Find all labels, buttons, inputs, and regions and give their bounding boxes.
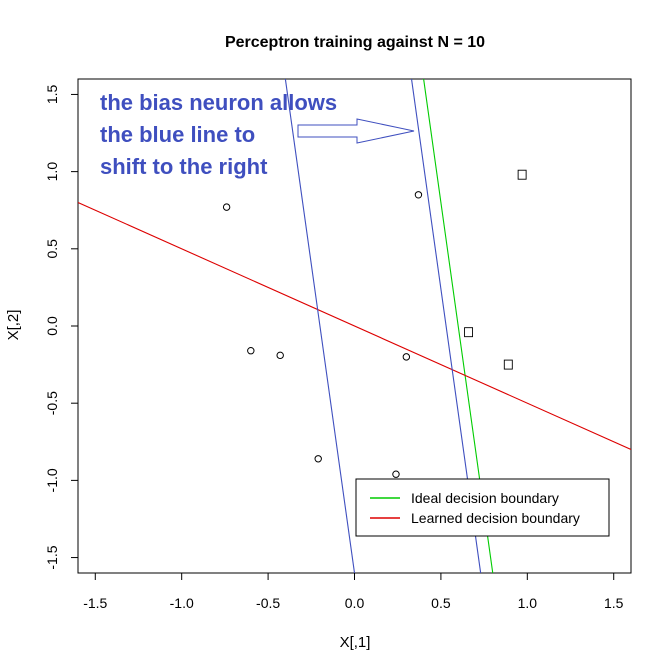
legend-label-ideal: Ideal decision boundary bbox=[411, 490, 559, 506]
blue-line-left bbox=[284, 79, 356, 573]
data-point-circle bbox=[276, 351, 284, 360]
x-tick-label: -1.0 bbox=[170, 595, 194, 611]
legend: Ideal decision boundary Learned decision… bbox=[355, 478, 610, 537]
annotation-line-1: the bias neuron allows bbox=[100, 90, 337, 115]
legend-box bbox=[355, 478, 610, 537]
annotation: the bias neuron allows the blue line to … bbox=[100, 90, 415, 179]
data-point-circle bbox=[247, 347, 255, 355]
x-tick-label: 1.0 bbox=[518, 595, 538, 611]
chart-title: Perceptron training against N = 10 bbox=[225, 34, 485, 51]
data-point-circle bbox=[414, 191, 423, 199]
annotation-line-2: the blue line to bbox=[100, 122, 255, 147]
data-point-square bbox=[503, 359, 513, 370]
data-point-circle bbox=[222, 203, 231, 211]
x-tick-label: 0.0 bbox=[345, 595, 365, 611]
annotation-line-3: shift to the right bbox=[100, 154, 268, 179]
x-tick-label: 0.5 bbox=[431, 595, 451, 611]
y-tick-label: -1.5 bbox=[44, 545, 60, 569]
annotation-arrow bbox=[297, 118, 415, 144]
x-axis-label: X[,1] bbox=[340, 634, 371, 651]
x-tick-label: 1.5 bbox=[604, 595, 624, 611]
y-tick-label: -0.5 bbox=[44, 391, 60, 415]
data-point-circle bbox=[392, 470, 400, 478]
y-tick-label: 0.5 bbox=[44, 239, 60, 259]
data-point-circle bbox=[402, 353, 411, 361]
data-point-square bbox=[517, 169, 527, 180]
x-tick-label: -0.5 bbox=[256, 595, 280, 611]
y-tick-label: 1.0 bbox=[44, 162, 60, 182]
data-point-circle bbox=[314, 455, 322, 463]
y-tick-label: 1.5 bbox=[44, 84, 60, 104]
y-axis-label: X[,2] bbox=[5, 310, 22, 341]
x-tick-label: -1.5 bbox=[83, 595, 107, 611]
y-tick-label: -1.0 bbox=[44, 468, 60, 492]
data-point-square bbox=[464, 327, 474, 338]
y-tick-label: 0.0 bbox=[44, 316, 60, 336]
learned-boundary-line bbox=[78, 201, 631, 451]
legend-label-learned: Learned decision boundary bbox=[411, 510, 580, 526]
